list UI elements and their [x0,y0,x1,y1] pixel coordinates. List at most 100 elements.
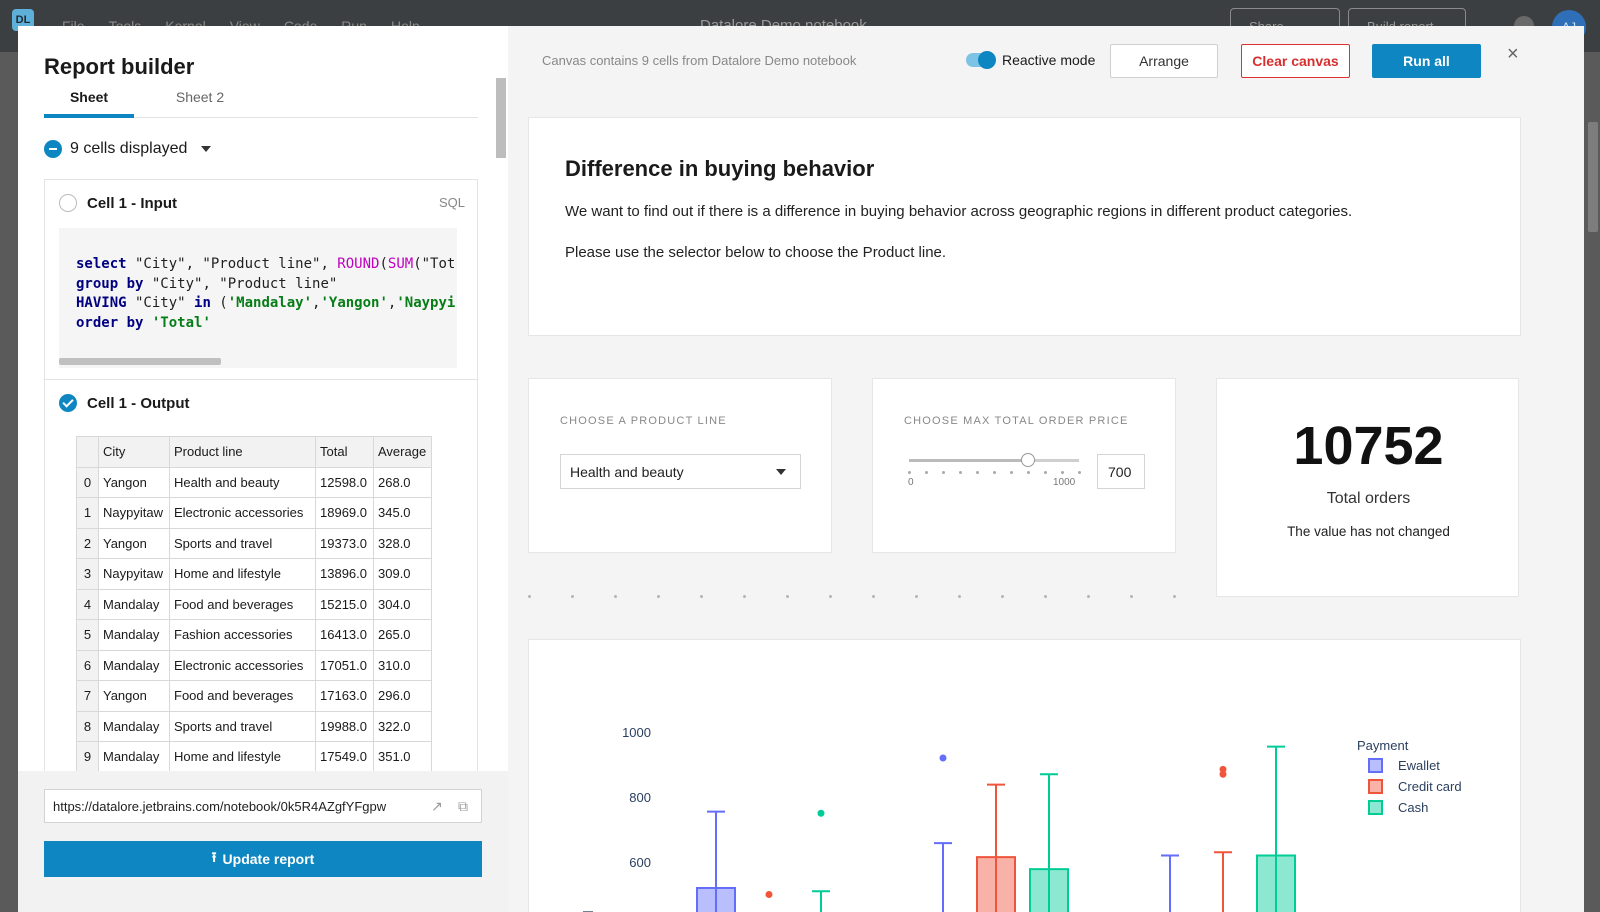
cell-index: 4 [76,588,99,620]
box-outlier-point [765,891,773,898]
price-slider-handle[interactable] [1021,453,1035,467]
cell-input-checkbox[interactable] [59,194,77,212]
legend-swatch [1368,758,1383,773]
cell-output-header: Cell 1 - Output [59,394,190,412]
legend-title: Payment [1357,738,1409,753]
report-url-text: https://datalore.jetbrains.com/notebook/… [53,799,387,814]
cell-average: 322.0 [373,710,432,742]
drop-zone-dot [1087,595,1090,598]
table-header-row: City Product line Total Average [76,436,432,468]
box-body [976,856,1016,912]
table-row: 1 Naypyitaw Electronic accessories 18969.0 3… [76,497,432,529]
slider-tick [959,471,962,474]
description-paragraph-2: Please use the selector below to choose … [565,244,947,261]
cells-displayed-label: 9 cells displayed [70,140,188,157]
max-price-label: CHOOSE MAX TOTAL ORDER PRICE [904,415,1129,427]
column-header-index [76,436,99,468]
price-slider-fill [909,459,1028,462]
reactive-mode-toggle[interactable] [966,51,996,69]
cell-output-title: Cell 1 - Output [87,394,190,412]
drop-zone-dot [1173,595,1176,598]
legend-item-label: Ewallet [1398,758,1440,773]
cell-city: Naypyitaw [98,497,170,529]
tab-sheet-2[interactable]: Sheet 2 [175,89,225,105]
cells-displayed-dropdown[interactable]: 9 cells displayed [44,140,212,158]
cell-output-checkbox[interactable] [59,394,77,412]
cell-average: 351.0 [373,741,432,773]
cell-product-line: Food and beverages [169,680,316,712]
drop-zone-dot [700,595,703,598]
code-horizontal-scrollbar[interactable] [59,358,221,365]
cell-average: 268.0 [373,466,432,498]
slider-tick [942,471,945,474]
tab-sheet[interactable]: Sheet [44,88,134,118]
arrange-button[interactable]: Arrange [1110,44,1218,78]
cell-city: Mandalay [98,710,170,742]
cell-input-header: Cell 1 - Input [59,194,177,212]
metric-value: 10752 [1293,416,1444,476]
cell-city: Mandalay [98,741,170,773]
cell-city: Yangon [98,466,170,498]
legend-swatch [1368,779,1383,794]
background-scrollbar [1588,122,1598,232]
cell-product-line: Sports and travel [169,527,316,559]
product-line-widget: CHOOSE A PRODUCT LINE Health and beauty [528,378,832,553]
update-report-button[interactable]: ⭱ Update report [44,841,482,877]
drop-zone-dot [614,595,617,598]
chevron-down-icon [776,469,786,475]
table-row: 9 Mandalay Home and lifestyle 17549.0 351.0 [76,741,432,773]
box-plot-chart: 600 800 1000 Total Payment Ewallet Credit card… [580,725,1462,912]
cell-product-line: Home and lifestyle [169,741,316,773]
metric-label: Total orders [1326,490,1411,507]
box-body [1029,868,1069,912]
minus-circle-icon[interactable] [44,140,62,158]
product-line-select[interactable]: Health and beauty [560,454,801,489]
cell-index: 3 [76,558,99,590]
cell-average: 328.0 [373,527,432,559]
drop-zone-dot [657,595,660,598]
report-builder-modal: Report builder Sheet Sheet 2 9 cells dis… [18,26,1584,912]
total-orders-metric: 10752 Total orders The value has not cha… [1216,378,1519,597]
copy-icon[interactable]: ⧉ [458,798,468,814]
run-all-button[interactable]: Run all [1372,44,1481,78]
update-report-label: Update report [222,851,315,867]
run-all-label: Run all [1403,53,1450,69]
slider-tick [993,471,996,474]
cell-index: 5 [76,619,99,651]
cell-average: 296.0 [373,680,432,712]
cell-index: 6 [76,649,99,681]
table-row: 6 Mandalay Electronic accessories 17051.0 31… [76,649,432,681]
clear-canvas-button[interactable]: Clear canvas [1241,44,1350,78]
cell-city: Mandalay [98,649,170,681]
cell-average: 304.0 [373,588,432,620]
background-left [0,52,18,912]
cell-total: 19373.0 [315,527,374,559]
legend-swatch [1368,800,1383,815]
max-price-widget: CHOOSE MAX TOTAL ORDER PRICE 0 1000 700 [872,378,1176,553]
table-row: 0 Yangon Health and beauty 12598.0 268.0 [76,466,432,498]
table-row: 8 Mandalay Sports and travel 19988.0 322.0 [76,710,432,742]
report-canvas: Canvas contains 9 cells from Datalore De… [508,26,1584,912]
open-external-icon[interactable]: ↗ [431,798,443,814]
report-url-field[interactable]: https://datalore.jetbrains.com/notebook/… [44,789,482,823]
table-row: 4 Mandalay Food and beverages 15215.0 304.0 [76,588,432,620]
metric-note: The value has not changed [1287,524,1450,539]
drop-zone-dot [915,595,918,598]
product-line-value: Health and beauty [570,464,684,480]
cell-average: 309.0 [373,558,432,590]
clear-canvas-label: Clear canvas [1252,53,1339,69]
cell-total: 17549.0 [315,741,374,773]
cell-product-line: Electronic accessories [169,649,316,681]
cell-average: 345.0 [373,497,432,529]
max-price-input[interactable]: 700 [1097,454,1145,489]
panel-scrollbar[interactable] [496,78,506,158]
cell-total: 12598.0 [315,466,374,498]
cell-total: 17163.0 [315,680,374,712]
box-outlier-point [1219,770,1227,778]
drop-zone-dot [786,595,789,598]
cell-product-line: Electronic accessories [169,497,316,529]
slider-tick [976,471,979,474]
cell-index: 9 [76,741,99,773]
y-tick-label: 1000 [622,725,651,740]
close-icon[interactable]: × [1507,43,1519,65]
